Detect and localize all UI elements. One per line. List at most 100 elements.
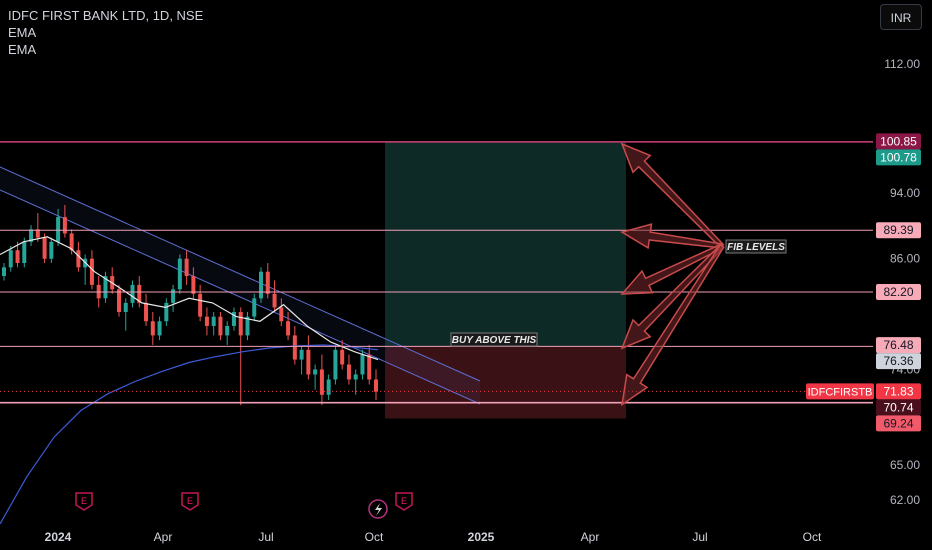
candle-body <box>157 321 162 336</box>
x-tick-label: Apr <box>154 530 173 544</box>
candle-body <box>130 284 135 303</box>
candle-body <box>29 229 34 242</box>
candle-body <box>137 284 142 303</box>
target-zone <box>385 141 626 347</box>
earnings-marker-label: E <box>401 496 407 506</box>
candle-body <box>272 293 277 308</box>
indicator-ema-1[interactable]: EMA <box>8 25 37 40</box>
earnings-marker <box>395 492 413 511</box>
candle-body <box>49 241 54 259</box>
candle-body <box>299 349 304 360</box>
candle-body <box>123 302 128 313</box>
candle-body <box>265 271 270 294</box>
y-tick-label: 94.00 <box>890 186 920 200</box>
stop-zone <box>385 346 626 419</box>
price-tag: 76.48 <box>876 337 921 354</box>
fib-arrow <box>620 243 725 350</box>
ema-lines <box>0 236 379 525</box>
price-tag: 82.20 <box>876 284 921 301</box>
earnings-marker <box>75 492 93 511</box>
buy-above-label: BUY ABOVE THIS <box>452 335 537 346</box>
candle-body <box>245 316 250 336</box>
candle-body <box>360 354 365 375</box>
candle-body <box>218 316 223 336</box>
indicator-ema-2[interactable]: EMA <box>8 42 37 57</box>
candle-body <box>22 241 27 264</box>
candle-body <box>15 250 20 264</box>
candlestick-series <box>2 205 378 406</box>
candle-body <box>353 374 358 380</box>
price-tag-label: 89.39 <box>883 223 913 237</box>
candle-body <box>346 364 351 380</box>
time-axis[interactable]: 2024 Apr Jul Oct 2025 Apr Jul Oct <box>45 530 822 544</box>
fib-levels-label: FIB LEVELS <box>727 242 785 253</box>
candle-body <box>76 250 81 268</box>
channel-lower-line <box>0 189 481 405</box>
fib-lines <box>0 141 873 404</box>
y-tick-label: 112.00 <box>884 57 920 71</box>
candle-body <box>292 335 297 360</box>
x-tick-label: Jul <box>692 530 707 544</box>
fib-levels-label-box <box>725 239 787 254</box>
price-tag: 71.83 <box>876 383 921 400</box>
y-tick-label: 86.00 <box>890 252 920 266</box>
buy-above-label-box <box>450 332 538 347</box>
candle-body <box>238 312 243 336</box>
price-tag-label: 100.78 <box>880 150 917 164</box>
price-tag-label: 76.36 <box>883 354 913 368</box>
candle-body <box>333 349 338 380</box>
price-tag: 70.74 <box>876 399 921 416</box>
price-tag-box <box>876 399 921 416</box>
candle-body <box>225 325 230 336</box>
earnings-marker <box>181 492 199 511</box>
price-tag-label: 69.24 <box>883 416 913 430</box>
x-tick-label: Jul <box>258 530 273 544</box>
y-tick-label: 65.00 <box>890 458 920 472</box>
x-tick-label: 2024 <box>45 530 72 544</box>
price-tag-label: 70.74 <box>883 400 913 414</box>
fib-arrows <box>620 142 725 407</box>
price-tag-box <box>876 353 921 370</box>
price-tag: 89.39 <box>876 222 921 239</box>
symbol-tag-box <box>806 383 874 400</box>
price-tag-box <box>876 415 921 432</box>
channel-fill <box>0 167 480 404</box>
fib-arrow <box>620 223 724 250</box>
price-tag-label: 76.48 <box>883 338 913 352</box>
price-tag: 76.36 <box>876 353 921 370</box>
candle-body <box>184 258 189 277</box>
candle-body <box>2 267 6 277</box>
candle-body <box>286 321 291 336</box>
candle-body <box>279 307 284 322</box>
symbol-title[interactable]: IDFC FIRST BANK LTD, 1D, NSE <box>8 8 204 23</box>
lightning-icon <box>375 503 382 516</box>
price-tag-box <box>876 133 921 150</box>
currency-button[interactable]: INR <box>880 4 922 30</box>
position-zones <box>385 141 626 419</box>
x-tick-label: Oct <box>365 530 384 544</box>
candle-body <box>177 258 182 290</box>
candle-body <box>171 289 176 303</box>
y-tick-label: 62.00 <box>890 493 920 507</box>
price-tag-label: 71.83 <box>883 384 913 398</box>
price-tag: 100.85 <box>876 133 921 150</box>
x-tick-label: Apr <box>581 530 600 544</box>
candle-body <box>56 217 61 242</box>
candle-body <box>326 379 331 395</box>
price-tag-label: 100.85 <box>880 134 917 148</box>
candle-body <box>62 217 67 234</box>
candle-body <box>204 316 209 326</box>
candle-body <box>374 379 378 392</box>
candle-body <box>340 349 345 365</box>
chart-legend: IDFC FIRST BANK LTD, 1D, NSE EMA EMA <box>8 7 203 58</box>
candle-body <box>8 250 13 268</box>
candle-body <box>116 289 121 313</box>
symbol-tag-label: IDFCFIRSTB <box>808 386 873 398</box>
candle-body <box>211 316 216 326</box>
earnings-marker-label: E <box>81 496 87 506</box>
candle-body <box>198 293 203 317</box>
price-tag-box <box>876 222 921 239</box>
price-tag-box <box>876 337 921 354</box>
